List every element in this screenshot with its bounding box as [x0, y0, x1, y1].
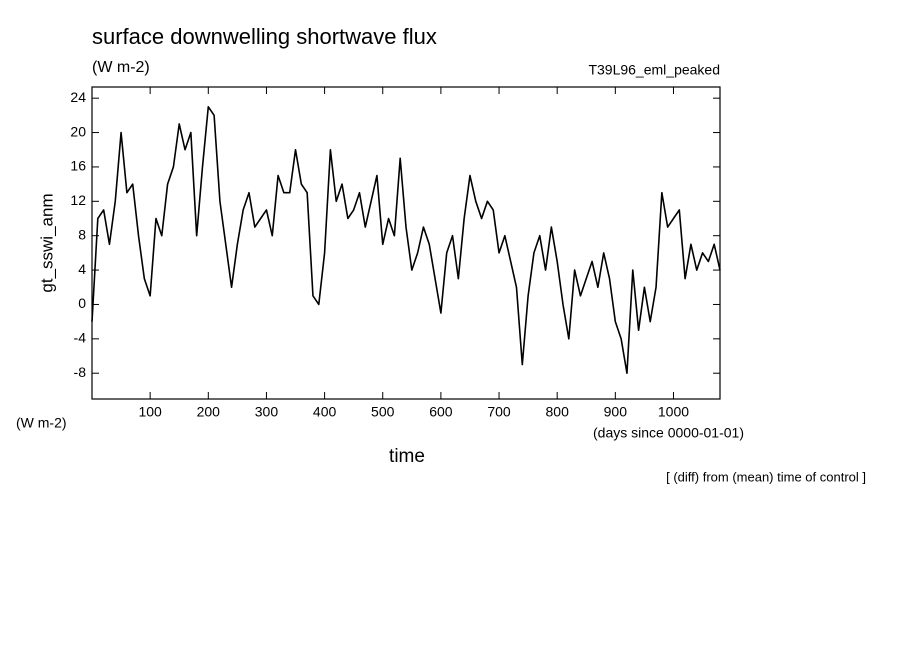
x-tick-label: 500 [371, 404, 395, 420]
x-tick-label: 300 [255, 404, 279, 420]
run-label: T39L96_eml_peaked [588, 62, 720, 78]
y-tick-label: 4 [78, 261, 86, 277]
data-line [91, 105, 721, 375]
x-tick-label: 800 [546, 404, 570, 420]
units: (W m-2) [92, 59, 150, 76]
x-tick-label: 400 [313, 404, 337, 420]
y-units: (W m-2) [16, 415, 67, 431]
x-tick-label: 100 [138, 404, 162, 420]
chart-title: surface downwelling shortwave flux [92, 24, 437, 49]
y-tick-label: 24 [70, 89, 86, 105]
x-tick-label: 700 [487, 404, 511, 420]
y-axis-label: gt_sswi_anm [37, 193, 56, 292]
x-units: (days since 0000-01-01) [593, 425, 744, 441]
plot-frame [91, 86, 721, 400]
y-tick-label: 20 [70, 123, 86, 139]
x-tick-label: 600 [429, 404, 453, 420]
x-tick-label: 1000 [658, 404, 689, 420]
y-tick-label: 0 [78, 295, 86, 311]
x-axis-label: time [389, 446, 425, 467]
y-tick-label: 8 [78, 226, 86, 242]
y-tick-label: 16 [70, 158, 86, 174]
x-tick-label: 900 [604, 404, 628, 420]
y-tick-label: -4 [74, 330, 87, 346]
note: [ (diff) from (mean) time of control ] [666, 469, 866, 484]
x-tick-label: 200 [197, 404, 221, 420]
y-tick-label: 12 [70, 192, 86, 208]
y-tick-label: -8 [74, 364, 87, 380]
